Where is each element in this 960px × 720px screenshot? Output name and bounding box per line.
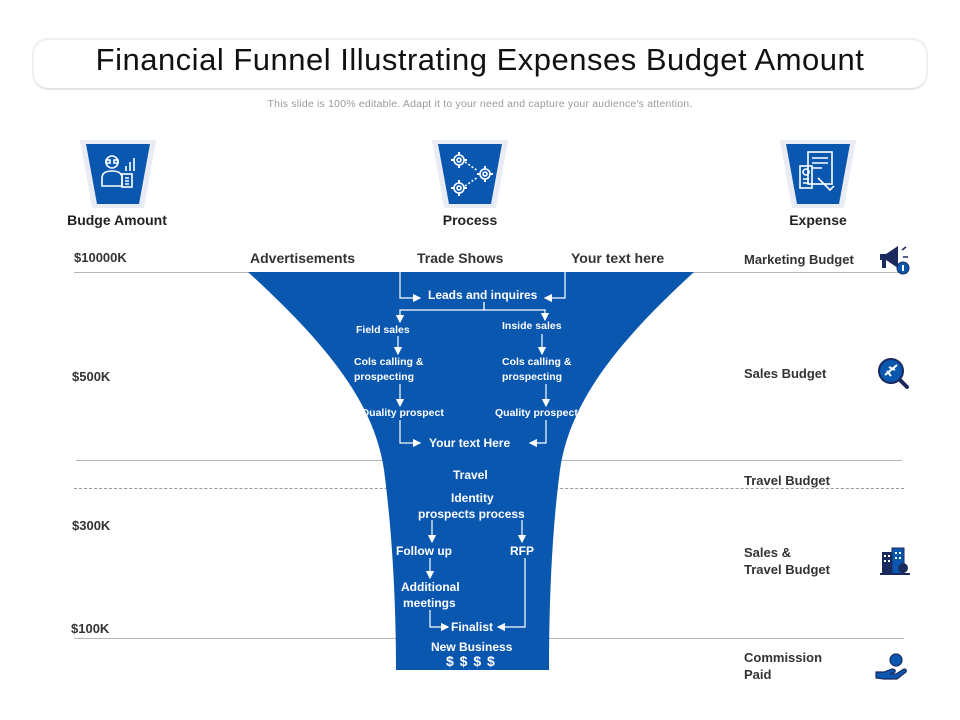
arrow [399,272,422,303]
funnel-dollars: $ $ $ $ [446,653,496,669]
funnel-identity-2: prospects process [418,507,525,521]
expense-sales-travel-line2: Travel Budget [744,562,830,577]
funnel-quality-right: Quality prospect [495,407,578,419]
amount-label: $300K [72,518,111,533]
amount-label: $500K [72,369,111,384]
title-box [34,40,926,88]
process-gears-icon [432,140,508,208]
amount-label: $10000K [74,250,127,265]
arrow [528,420,547,448]
funnel-rfp: RFP [510,544,534,558]
funnel-follow-up: Follow up [396,544,452,558]
expense-sales: Sales Budget [744,366,827,381]
expense-sales-travel-line1: Sales & [744,545,791,560]
hand-money-icon [875,653,907,680]
expense-travel: Travel Budget [744,473,830,488]
funnel-leads: Leads and inquires [428,288,538,302]
page-subtitle: This slide is 100% editable. Adapt it to… [267,98,693,110]
arrow [429,610,450,632]
funnel-cols-right-2: prospecting [502,371,563,383]
budget-person-icon [80,140,156,208]
funnel-cols-left-1: Cols calling & [354,356,424,368]
arrow [496,558,526,632]
arrow [543,272,566,303]
expense-invoice-icon [780,140,856,208]
label-your-text: Your text here [571,250,665,266]
funnel-finalist: Finalist [451,620,494,634]
funnel-additional-2: meetings [403,596,456,610]
megaphone-icon [880,246,910,275]
column-budget-amount: Budge Amount [67,212,167,228]
funnel-field-sales: Field sales [356,324,410,336]
label-trade-shows: Trade Shows [417,250,504,266]
expense-commission-line1: Commission [744,650,823,665]
funnel-shape [248,272,694,670]
funnel-travel: Travel [453,468,488,482]
funnel-additional-1: Additional [401,580,460,594]
label-advertisements: Advertisements [250,250,356,266]
airplane-search-icon [878,358,909,389]
funnel-cols-right-1: Cols calling & [502,356,572,368]
arrow [483,302,550,322]
column-process: Process [442,212,498,228]
funnel-inside-sales: Inside sales [502,320,562,332]
expense-commission-line2: Paid [744,667,772,682]
column-expense: Expense [789,212,847,228]
expense-marketing: Marketing Budget [744,252,854,267]
arrow [399,420,422,448]
funnel-your-text: Your text Here [429,436,511,450]
funnel-quality-left: Quality prospect [361,407,444,419]
funnel-new-business: New Business [431,640,513,654]
page-title: Financial Funnel Illustrating Expenses B… [95,42,865,77]
amount-label: $100K [71,621,110,636]
buildings-icon [880,547,910,575]
funnel-identity-1: Identity [451,491,494,505]
funnel-cols-left-2: prospecting [354,371,415,383]
